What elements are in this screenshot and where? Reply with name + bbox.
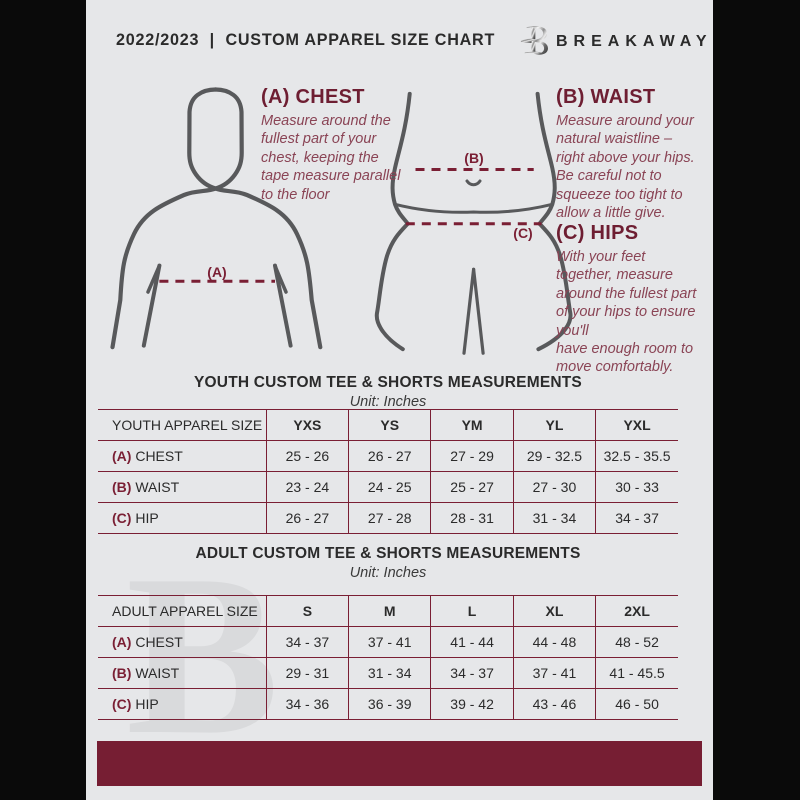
svg-text:(B): (B) bbox=[464, 150, 483, 166]
svg-text:(C): (C) bbox=[513, 225, 532, 241]
